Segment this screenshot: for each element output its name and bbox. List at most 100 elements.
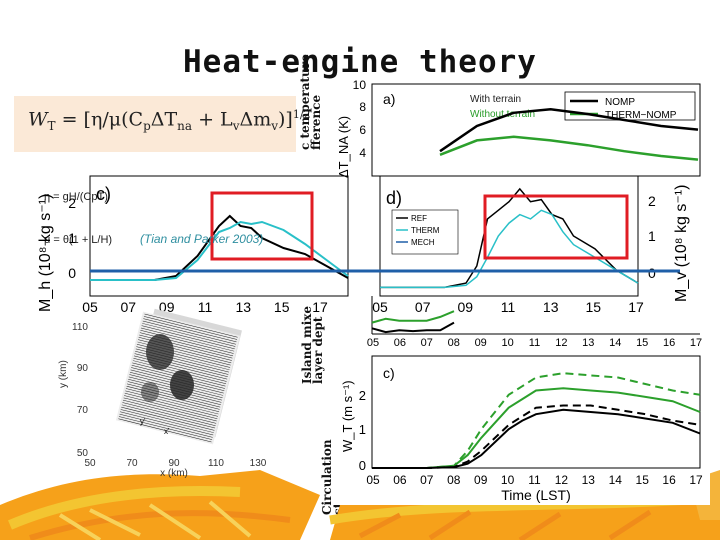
map-hatch-line xyxy=(136,344,231,368)
terrain-map xyxy=(115,308,242,445)
panel-d-ytick: 2 xyxy=(648,193,656,209)
panel-c-bottom-xtick: 17 xyxy=(689,473,703,487)
eta-definition: η = gH/(CpT) xyxy=(44,191,108,203)
map-hatch-line xyxy=(127,383,221,408)
panel-b-xtick: 05 xyxy=(367,337,379,349)
reference-citation: (Tian and Parker 2003) xyxy=(140,232,263,246)
map-hatch-line xyxy=(124,392,218,417)
decorative-brush-strokes xyxy=(0,470,720,540)
panel-c-bottom-green-dashed xyxy=(372,372,701,469)
map-hatch-line xyxy=(140,327,235,352)
map-hatch-line xyxy=(138,337,232,361)
map-hatch-line xyxy=(125,388,220,412)
map-hatch-line xyxy=(133,355,228,380)
mu-definition: μ = θ(1 + L/H) xyxy=(44,234,112,246)
panel-a-ytick: 4 xyxy=(359,146,366,160)
map-hatch-line xyxy=(125,390,219,415)
panel-c-top-therm-series xyxy=(90,220,349,281)
map-hatch-line xyxy=(132,362,226,387)
panel-d-xtick: 13 xyxy=(543,299,559,315)
panel-b-green-series xyxy=(371,310,455,324)
panel-c-top-xtick: 05 xyxy=(82,299,98,315)
panel-d-ylabel: M_v (10⁸ kg s⁻¹) xyxy=(673,185,690,302)
panel-c-bottom: c) 2 1 0 W_T (m s⁻¹) 05 06 07 08 09 10 11 12 13 1… xyxy=(340,355,703,503)
map-ytick: 110 xyxy=(72,322,88,333)
map-hatch-line xyxy=(119,413,213,438)
panel-d-xtick: 07 xyxy=(415,299,431,315)
map-hatch-line xyxy=(131,364,225,389)
map-hatch-line xyxy=(122,399,217,424)
panel-d-xtick: 11 xyxy=(501,299,516,315)
panel-b-xtick: 16 xyxy=(663,337,675,349)
panel-d-ytick: 0 xyxy=(648,265,656,281)
panel-d-label: d) xyxy=(386,188,402,208)
map-xlabel: x (km) xyxy=(160,468,188,479)
panel-c-bottom-xtick: 09 xyxy=(474,473,488,487)
map-hatch-line xyxy=(120,409,214,433)
map-hatch-line xyxy=(121,404,216,429)
panel-a-nomp-series xyxy=(439,107,699,153)
panel-c-top-ytick: 1 xyxy=(68,230,76,246)
map-hatch-line xyxy=(143,316,238,340)
panel-b-xtick: 06 xyxy=(394,337,406,349)
map-hatch-line xyxy=(132,360,227,385)
map-hatch-line xyxy=(143,318,237,343)
legend-mech-label: MECH xyxy=(411,238,435,247)
panel-a-ytick: 10 xyxy=(353,78,367,92)
panel-b-xtick: 08 xyxy=(448,337,460,349)
map-x-prime-label: x' xyxy=(164,427,170,436)
map-hatch-line xyxy=(130,369,224,394)
map-hatch-line xyxy=(124,395,218,419)
legend-nomp-label: NOMP xyxy=(605,97,635,108)
map-hatch-line xyxy=(133,357,227,382)
panel-d-xtick: 15 xyxy=(586,299,602,315)
panel-c-top: c) M_h (10⁸ kg s⁻¹) 2 1 0 05 07 09 11 13 15 17 xyxy=(37,175,349,315)
legend-therm-label-d: THERM xyxy=(411,226,440,235)
map-hatch-line xyxy=(142,323,236,347)
panel-a-ytick: 6 xyxy=(359,123,366,137)
panel-c-top-ylabel: M_h (10⁸ kg s⁻¹) xyxy=(37,194,54,312)
map-hatch-line xyxy=(136,346,230,371)
panel-c-bottom-xtick: 11 xyxy=(528,473,541,487)
panel-d-ytick: 1 xyxy=(648,228,656,244)
panel-b-xtick: 15 xyxy=(636,337,648,349)
panel-c-top-label: c) xyxy=(96,184,111,204)
panel-c-top-xtick: 13 xyxy=(236,299,252,315)
map-hatch-line xyxy=(129,374,223,399)
panel-c-bottom-xtick: 13 xyxy=(582,473,596,487)
panel-c-top-ytick: 0 xyxy=(68,265,76,281)
legend-with-terrain: With terrain xyxy=(470,94,521,105)
map-ytick: 70 xyxy=(77,405,89,416)
legend-ref-label: REF xyxy=(411,214,427,223)
map-hatch-line xyxy=(139,332,234,357)
map-hatch-line xyxy=(120,411,214,436)
panel-b-xtick: 07 xyxy=(421,337,433,349)
panel-c-bottom-label: c) xyxy=(383,365,395,381)
panel-a-label: a) xyxy=(383,91,395,107)
map-hatch-line xyxy=(123,397,217,422)
panel-c-top-ytick: 2 xyxy=(68,195,76,211)
panel-a-therm-series xyxy=(439,135,699,161)
map-hatch-line xyxy=(141,325,235,350)
map-xtick: 50 xyxy=(84,458,96,469)
panel-c-bottom-ylabel: W_T (m s⁻¹) xyxy=(340,380,355,452)
map-hatch-line xyxy=(135,351,229,375)
formula-box xyxy=(14,96,296,152)
map-hatch-line xyxy=(128,376,223,401)
panel-d-xtick: 05 xyxy=(372,299,388,315)
map-ytick: 90 xyxy=(77,363,89,374)
map-hatch-line xyxy=(144,313,238,338)
panel-c-bottom-xtick: 12 xyxy=(555,473,569,487)
panel-c-bottom-xtick: 14 xyxy=(609,473,623,487)
map-hatch-line xyxy=(137,341,231,366)
panel-c-bottom-ytick: 2 xyxy=(359,388,366,403)
map-hatch-line xyxy=(134,353,228,378)
panel-b: 05 06 07 08 09 10 11 12 13 14 15 16 17 xyxy=(367,296,702,349)
panel-d-xtick: 17 xyxy=(628,299,644,315)
panel-b-xtick: 14 xyxy=(609,337,621,349)
panel-c-top-xtick: 11 xyxy=(198,299,213,315)
map-xtick: 90 xyxy=(168,458,180,469)
panel-a-ytick: 8 xyxy=(359,100,366,114)
panel-d-xtick: 09 xyxy=(458,299,474,315)
map-hatch-line xyxy=(135,348,229,373)
